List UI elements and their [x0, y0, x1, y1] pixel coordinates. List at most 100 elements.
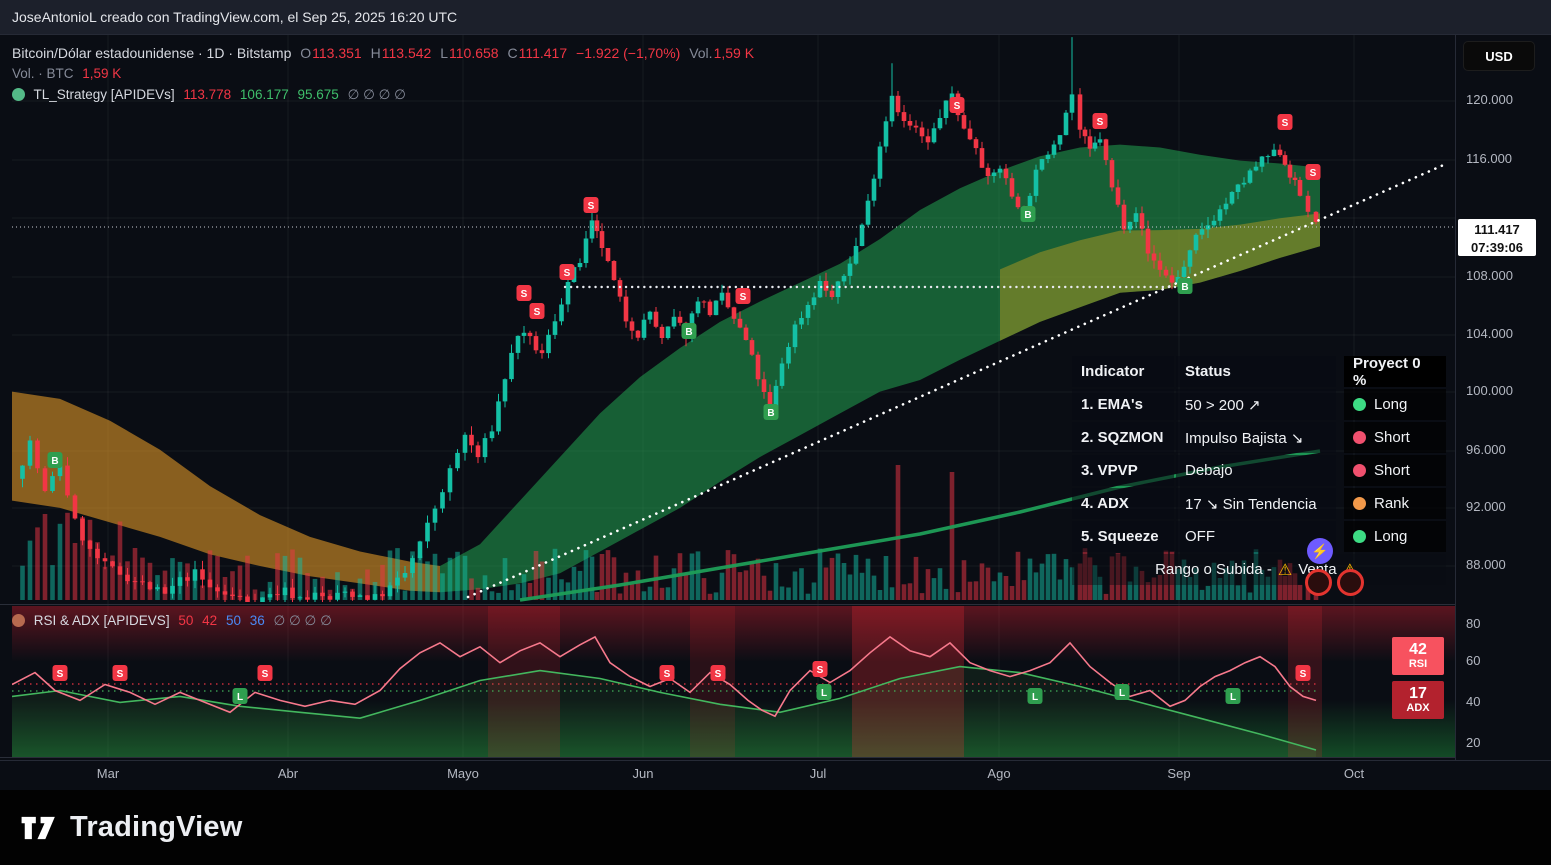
indicator-status: Debajo — [1176, 455, 1336, 486]
indicator-proyect: Long — [1344, 521, 1446, 552]
signal-marker-buy: L — [1027, 688, 1043, 704]
current-price-label: 111.417 07:39:06 — [1458, 219, 1536, 256]
bar-countdown: 07:39:06 — [1470, 239, 1524, 255]
status-dot-icon — [1353, 464, 1366, 477]
indicator-name: 5. Squeeze — [1072, 521, 1174, 552]
rsi-empty-values: ∅ ∅ ∅ ∅ — [273, 613, 332, 628]
signal-marker-sell: S — [529, 303, 545, 319]
adx-value-badge: 17 ADX — [1392, 681, 1444, 719]
signal-marker-sell: S — [812, 661, 828, 677]
svg-text:S: S — [57, 669, 64, 680]
svg-text:S: S — [1310, 168, 1317, 179]
adx-line — [12, 665, 1317, 751]
month-label: Mar — [96, 766, 120, 781]
indicator-proyect: Long — [1344, 389, 1446, 420]
signal-marker-buy: L — [816, 684, 832, 700]
svg-text:S: S — [262, 669, 269, 680]
symbol-legend: Bitcoin/Dólar estadounidense · 1D · Bits… — [12, 45, 759, 61]
month-label: Jul — [809, 766, 827, 781]
signal-marker-sell: S — [52, 665, 68, 681]
signal-marker-sell: S — [949, 97, 965, 113]
status-dot-icon — [1353, 431, 1366, 444]
current-price: 111.417 — [1474, 222, 1520, 237]
svg-text:S: S — [1282, 118, 1289, 129]
main-panel — [12, 37, 1321, 602]
svg-text:B: B — [767, 408, 774, 419]
signal-marker-buy: B — [681, 323, 697, 339]
rsi-legend: RSI & ADX [APIDEVS] 50 42 50 36 ∅ ∅ ∅ ∅ — [12, 613, 337, 629]
indicator-status: 17 ↘ Sin Tendencia — [1176, 488, 1336, 519]
svg-text:L: L — [1119, 688, 1125, 699]
price-scale-label: 88.000 — [1466, 557, 1506, 572]
adx-badge-value: 17 — [1409, 684, 1427, 702]
proyect-label: Long — [1374, 396, 1408, 413]
price-scale-label: 104.000 — [1466, 326, 1513, 341]
proyect-label: Short — [1374, 462, 1410, 479]
strategy-value-2: 106.177 — [239, 87, 289, 102]
alert-stamp-icon[interactable] — [1337, 569, 1364, 596]
indicator-name: 1. EMA's — [1072, 389, 1174, 420]
signal-marker-buy: B — [1177, 278, 1193, 294]
signal-marker-buy: B — [1020, 206, 1036, 222]
attribution-text: JoseAntonioL creado con TradingView.com,… — [12, 9, 458, 25]
signal-marker-sell: S — [516, 285, 532, 301]
close-label: C — [507, 45, 518, 61]
svg-text:B: B — [685, 327, 692, 338]
volume-value: 1,59 K — [713, 45, 755, 61]
price-scale[interactable]: USD 111.417 07:39:06 120.000 116.000 108.0… — [1455, 35, 1551, 760]
footer-bar: TradingView — [0, 790, 1551, 865]
change-value: −1.922 (−1,70%) — [576, 45, 681, 61]
signal-marker-sell: S — [1295, 665, 1311, 681]
price-scale-label: 108.000 — [1466, 268, 1513, 283]
svg-text:L: L — [237, 692, 243, 703]
time-axis[interactable]: Mar Abr Mayo Jun Jul Ago Sep Oct — [0, 760, 1551, 791]
indicator-status: 50 > 200 ↗ — [1176, 389, 1336, 420]
adx-badge-label: ADX — [1406, 701, 1430, 714]
indicator-row: 4. ADX 17 ↘ Sin Tendencia Rank — [1072, 488, 1446, 519]
brand-name[interactable]: TradingView — [70, 811, 243, 843]
price-scale-label: 92.000 — [1466, 499, 1506, 514]
price-scale-label: 80 — [1466, 616, 1481, 631]
strategy-empty-values: ∅ ∅ ∅ ∅ — [347, 87, 406, 102]
summary-text: Rango o Subida - — [1155, 561, 1272, 578]
signal-marker-sell: S — [112, 665, 128, 681]
svg-text:S: S — [954, 101, 961, 112]
signal-marker-buy: L — [1114, 684, 1130, 700]
signal-marker-sell: S — [1092, 113, 1108, 129]
table-summary-row: Rango o Subida - ⚠ Venta ⚠ — [1072, 554, 1446, 585]
volume-legend: Vol. · BTC 1,59 K — [12, 66, 126, 81]
low-value: 110.658 — [449, 45, 499, 61]
signal-marker-sell: S — [1277, 114, 1293, 130]
month-label: Jun — [632, 766, 654, 781]
svg-text:S: S — [117, 669, 124, 680]
alert-stamp-icon[interactable] — [1305, 569, 1332, 596]
projection-trendline[interactable] — [466, 161, 1450, 599]
rsi-panel — [12, 606, 1455, 757]
rsi-value-4: 36 — [249, 613, 265, 628]
strategy-name: TL_Strategy [APIDEVs] — [33, 87, 175, 102]
col-status: Status — [1176, 356, 1336, 387]
indicator-row: 5. Squeeze OFF Long — [1072, 521, 1446, 552]
price-scale-label: 60 — [1466, 653, 1481, 668]
svg-text:S: S — [1300, 669, 1307, 680]
svg-text:S: S — [715, 669, 722, 680]
proyect-label: Short — [1374, 429, 1410, 446]
svg-text:L: L — [1032, 692, 1038, 703]
indicator-proyect: Rank — [1344, 488, 1446, 519]
currency-button[interactable]: USD — [1463, 41, 1535, 71]
svg-text:S: S — [817, 665, 824, 676]
svg-text:L: L — [1230, 692, 1236, 703]
price-scale-label: 20 — [1466, 735, 1481, 750]
tradingview-logo-icon[interactable] — [20, 812, 58, 844]
volume-label: Vol. — [689, 45, 713, 61]
warning-icon: ⚠ — [1277, 561, 1293, 579]
signal-marker-buy: L — [1225, 688, 1241, 704]
signal-marker-sell: S — [710, 665, 726, 681]
volume-row-label: Vol. · BTC — [12, 66, 74, 81]
lightning-icon[interactable]: ⚡ — [1307, 538, 1333, 564]
svg-text:S: S — [588, 201, 595, 212]
signal-marker-sell: S — [1305, 164, 1321, 180]
rsi-indicator-icon — [12, 614, 25, 627]
price-scale-label: 96.000 — [1466, 442, 1506, 457]
price-scale-label: 116.000 — [1466, 151, 1513, 166]
